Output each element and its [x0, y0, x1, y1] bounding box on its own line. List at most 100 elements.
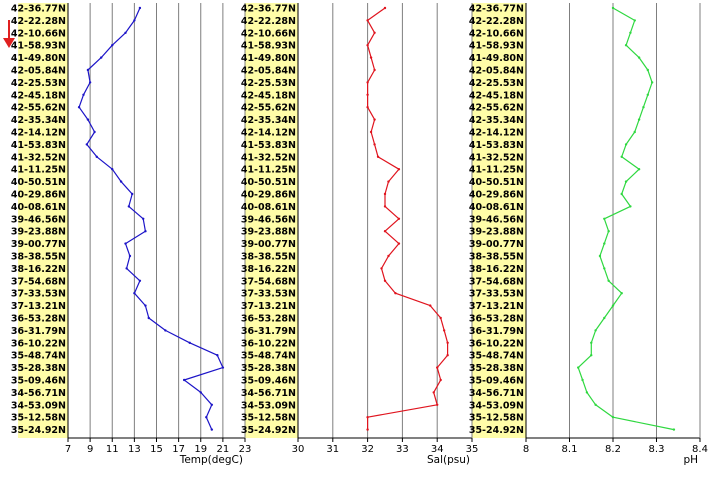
data-point: [387, 180, 390, 183]
latitude-label: 40-50.51N: [241, 177, 296, 188]
data-point: [380, 267, 383, 270]
data-point: [366, 428, 369, 431]
latitude-label: 38-16.22N: [11, 264, 66, 275]
latitude-label: 41-32.52N: [469, 152, 524, 163]
x-axis-label: Sal(psu): [427, 454, 470, 466]
data-point: [369, 56, 373, 59]
data-point: [629, 31, 632, 34]
data-point: [95, 155, 98, 158]
data-point: [397, 217, 401, 220]
latitude-label: 35-24.92N: [11, 425, 66, 436]
data-point: [620, 292, 623, 295]
x-tick-label: 17: [172, 444, 185, 455]
x-tick-label: 30: [292, 444, 305, 455]
data-point: [633, 130, 636, 134]
data-point: [366, 81, 369, 84]
latitude-label: 35-09.46N: [11, 376, 66, 387]
latitude-label: 42-45.18N: [469, 90, 524, 101]
latitude-label: 42-10.66N: [11, 28, 66, 39]
data-point: [85, 143, 89, 146]
data-point: [439, 316, 442, 320]
data-point: [182, 378, 186, 382]
latitude-label: 42-35.34N: [11, 115, 66, 126]
latitude-label: 35-24.92N: [241, 425, 296, 436]
latitude-label: 41-32.52N: [241, 152, 296, 163]
data-point: [642, 106, 645, 109]
data-point: [366, 93, 369, 97]
data-point: [111, 44, 114, 47]
data-point: [442, 329, 446, 332]
data-point: [383, 205, 387, 208]
latitude-label: 40-08.61N: [241, 202, 296, 213]
latitude-label: 39-46.56N: [11, 214, 66, 225]
latitude-label: 42-36.77N: [469, 4, 524, 15]
latitude-label: 38-38.55N: [11, 252, 66, 263]
data-point: [624, 44, 628, 47]
latitude-label: 37-33.53N: [469, 289, 524, 300]
plot-area: [298, 3, 472, 438]
data-point: [216, 354, 219, 357]
latitude-label: 34-56.71N: [469, 388, 524, 399]
data-point: [128, 254, 132, 258]
latitude-label: 40-08.61N: [469, 202, 524, 213]
data-point: [147, 316, 150, 320]
latitude-label: 37-54.68N: [241, 276, 296, 287]
latitude-label: 41-49.80N: [469, 53, 524, 64]
latitude-label: 36-53.28N: [11, 314, 66, 325]
latitude-label: 40-50.51N: [469, 177, 524, 188]
label-band: [245, 3, 298, 438]
data-point: [119, 180, 123, 183]
latitude-label: 42-10.66N: [469, 28, 524, 39]
data-point: [590, 341, 593, 344]
latitude-label: 42-14.12N: [241, 128, 296, 139]
data-point: [130, 192, 134, 196]
x-tick-label: 31: [326, 444, 339, 455]
data-point: [366, 19, 369, 22]
data-point: [585, 391, 589, 394]
data-point: [383, 6, 387, 10]
x-tick-label: 35: [466, 444, 479, 455]
latitude-label: 36-31.79N: [11, 326, 66, 337]
latitude-label: 34-53.09N: [241, 400, 296, 411]
latitude-label: 35-48.74N: [469, 351, 524, 362]
data-point: [93, 130, 96, 134]
x-tick-label: 9: [87, 444, 93, 455]
data-point: [111, 168, 114, 171]
data-point: [577, 366, 580, 369]
data-point: [383, 230, 387, 233]
data-point: [369, 130, 373, 134]
latitude-label: 42-14.12N: [11, 128, 66, 139]
data-point: [221, 366, 225, 369]
latitude-label: 35-48.74N: [241, 351, 296, 362]
latitude-label: 40-50.51N: [11, 177, 66, 188]
x-tick-label: 11: [106, 444, 119, 455]
latitude-label: 42-14.12N: [469, 128, 524, 139]
latitude-label: 35-48.74N: [11, 351, 66, 362]
data-point: [432, 391, 435, 394]
latitude-label: 42-05.84N: [11, 66, 66, 77]
data-point: [672, 428, 676, 431]
latitude-label: 41-11.25N: [241, 165, 296, 176]
latitude-label: 39-00.77N: [469, 239, 524, 250]
data-point: [210, 403, 214, 406]
latitude-label: 37-13.21N: [241, 301, 296, 312]
latitude-label: 41-58.93N: [11, 41, 66, 52]
latitude-label: 39-46.56N: [241, 214, 296, 225]
latitude-label: 42-36.77N: [241, 4, 296, 15]
data-point: [598, 254, 602, 258]
data-point: [138, 6, 142, 10]
data-point: [603, 316, 606, 320]
latitude-label: 36-31.79N: [469, 326, 524, 337]
latitude-label: 42-36.77N: [11, 4, 66, 15]
down-arrow-icon: [3, 20, 15, 48]
data-point: [127, 205, 131, 208]
latitude-label: 41-32.52N: [11, 152, 66, 163]
latitude-label: 36-10.22N: [241, 338, 296, 349]
data-point: [624, 180, 628, 183]
x-tick-label: 32: [361, 444, 374, 455]
data-point: [205, 416, 208, 419]
latitude-label: 35-28.38N: [241, 363, 296, 374]
label-band: [18, 3, 68, 438]
data-point: [366, 416, 369, 419]
